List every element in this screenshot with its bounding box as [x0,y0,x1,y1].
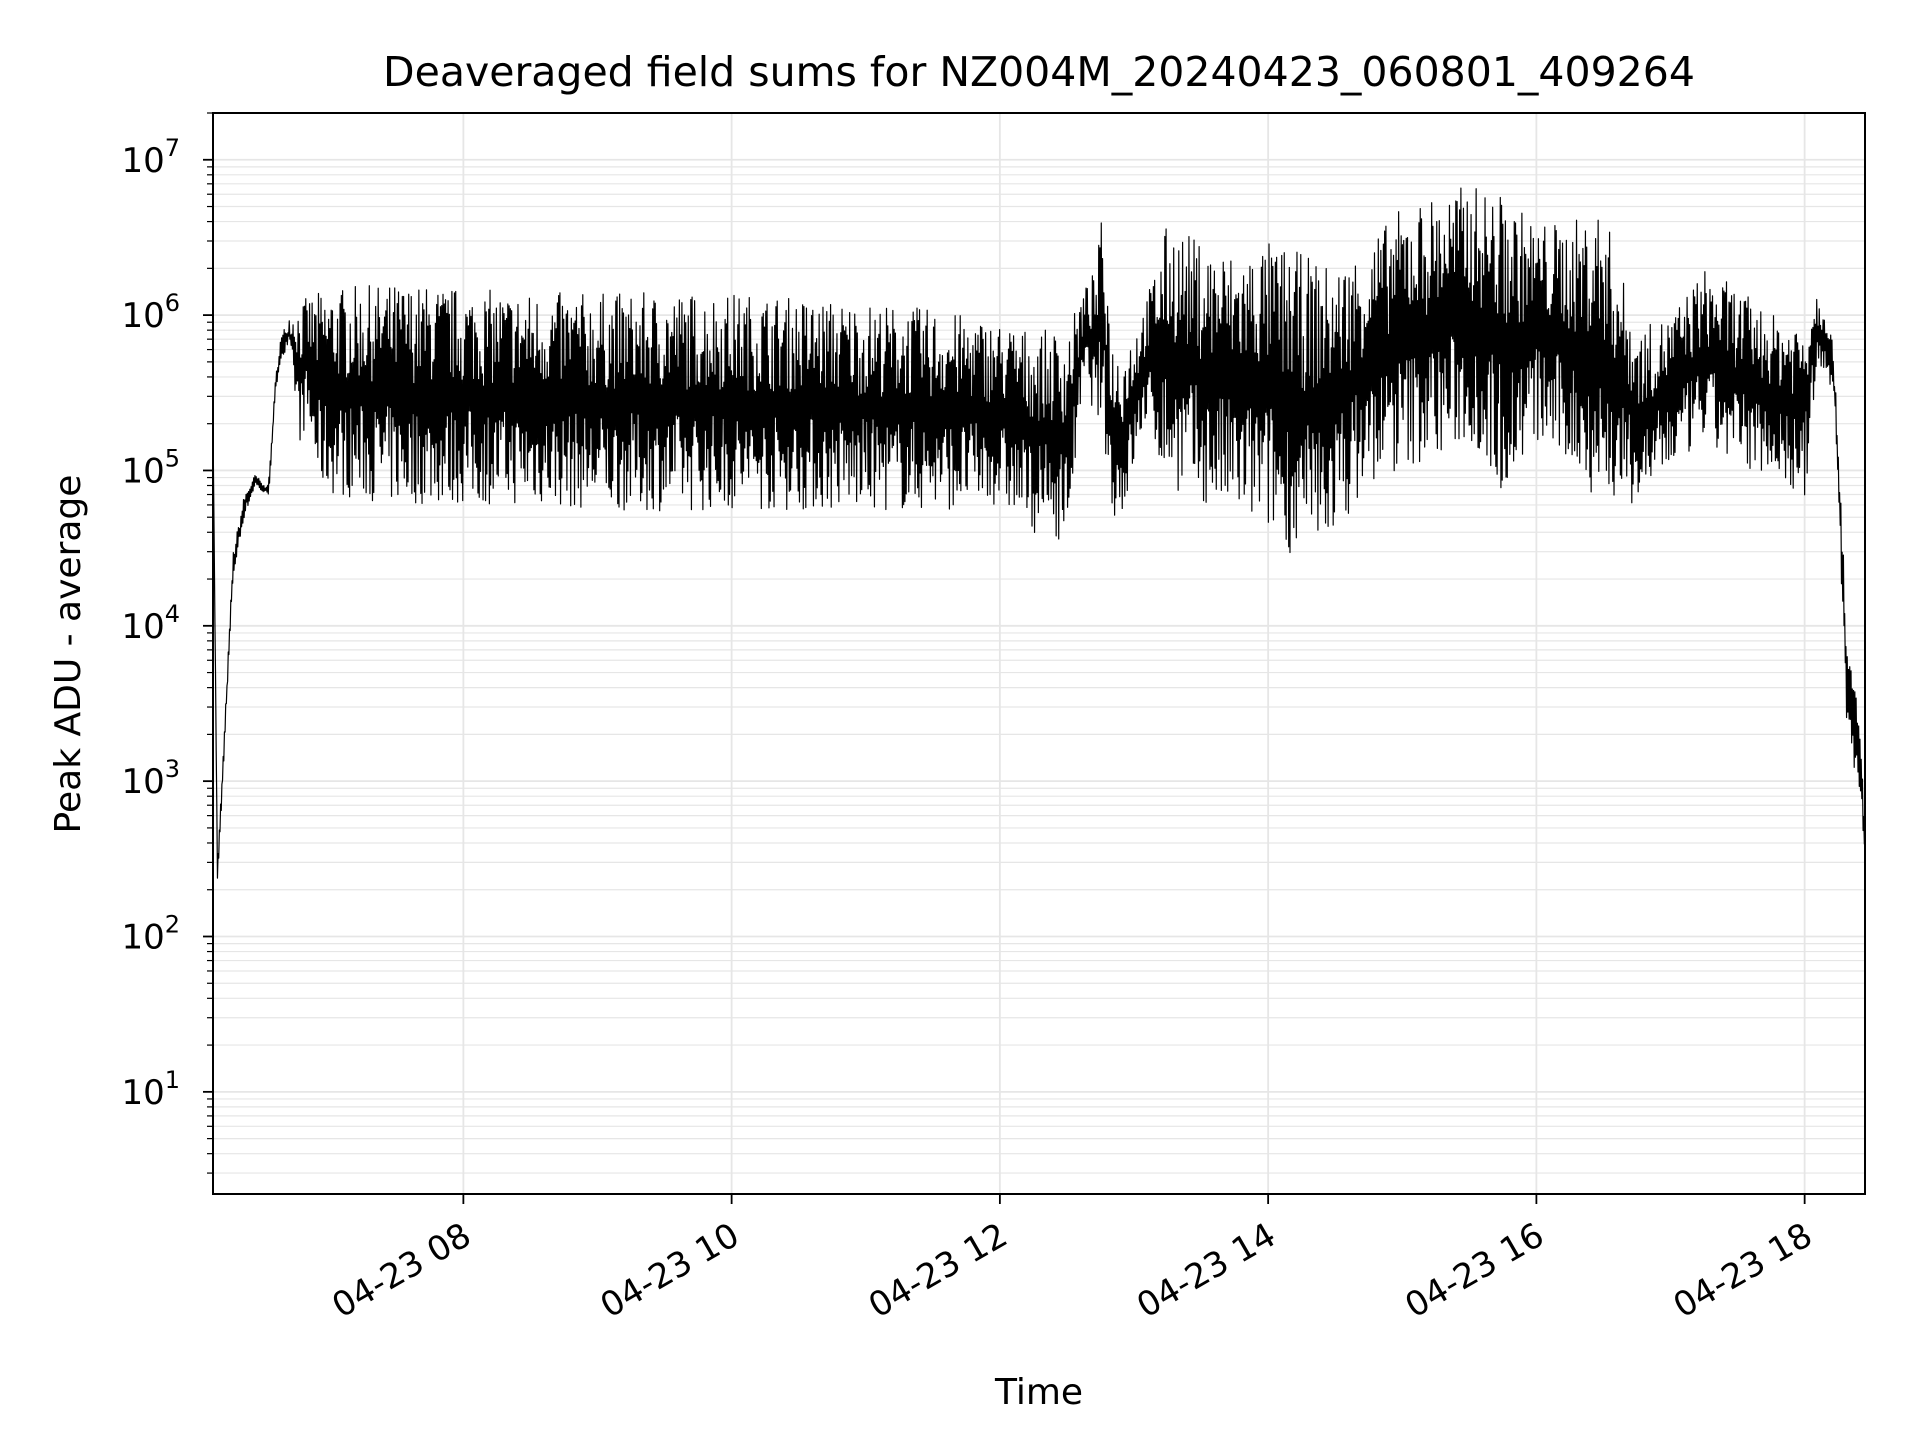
y-tick-label: 102 [121,911,180,958]
series-layer [212,187,1866,879]
series-line [212,187,1866,879]
chart-title: Deaveraged field sums for NZ004M_2024042… [383,48,1695,96]
x-axis-label: Time [994,1372,1083,1413]
y-tick-label: 103 [121,755,180,802]
y-tick-label: 105 [121,444,180,491]
y-tick-label: 106 [121,289,180,336]
y-axis-label: Peak ADU - average [48,475,89,834]
plot-frame [212,112,1866,1195]
y-tick-label: 107 [121,134,180,181]
y-axis-ticks: 101 102 103 104 105 106 107 [121,112,213,1174]
y-tick-label: 101 [121,1066,180,1113]
y-tick-label: 104 [121,600,180,647]
